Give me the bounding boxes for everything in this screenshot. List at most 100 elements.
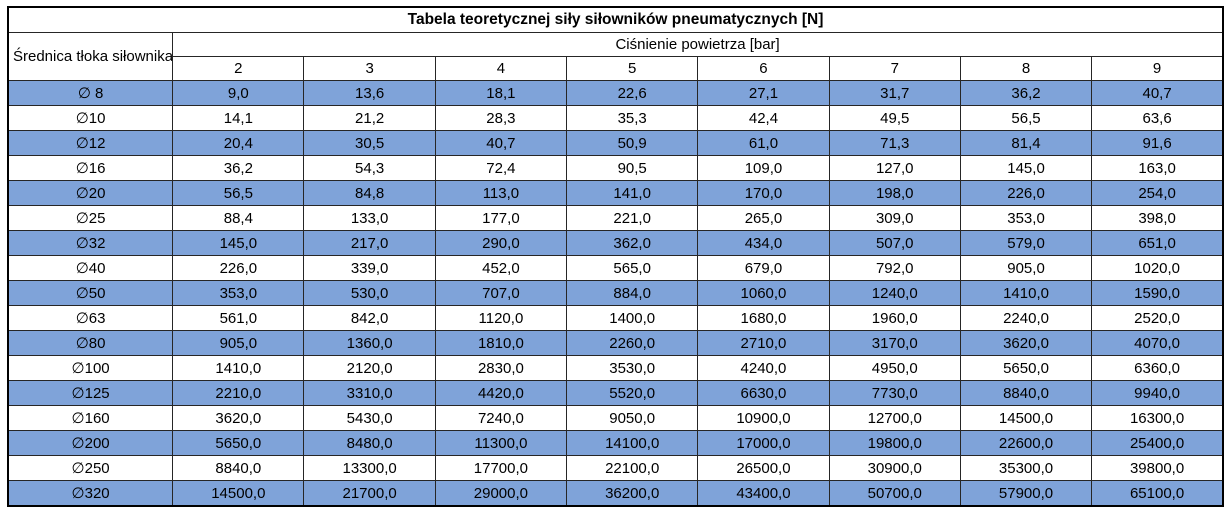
table-row: ∅20 56,5 84,8 113,0 141,0 170,0 198,0 226,0 254,… — [7, 180, 1224, 206]
force-value-cell: 141,0 — [566, 180, 699, 206]
title-row: Tabela teoretycznej siły siłowników pneu… — [7, 6, 1224, 33]
force-value-cell: 452,0 — [434, 255, 568, 281]
force-value-cell: 7730,0 — [828, 380, 961, 406]
force-value-cell: 109,0 — [697, 155, 830, 181]
force-value-cell: 3310,0 — [303, 380, 436, 406]
force-value-cell: 1020,0 — [1091, 255, 1224, 281]
force-value-cell: 56,5 — [959, 105, 1093, 131]
force-value-cell: 3170,0 — [828, 330, 961, 356]
pressure-header-cell: 6 — [697, 56, 830, 81]
force-value-cell: 5520,0 — [566, 380, 699, 406]
table-row: ∅80 905,0 1360,0 1810,0 2260,0 2710,0 3170,0 36… — [7, 330, 1224, 356]
force-value-cell: 679,0 — [697, 255, 830, 281]
force-value-cell: 22600,0 — [959, 430, 1093, 456]
force-value-cell: 61,0 — [697, 130, 830, 156]
force-value-cell: 2710,0 — [697, 330, 830, 356]
force-value-cell: 905,0 — [959, 255, 1093, 281]
force-value-cell: 145,0 — [959, 155, 1093, 181]
force-value-cell: 65100,0 — [1091, 480, 1224, 507]
table-row: ∅50 353,0 530,0 707,0 884,0 1060,0 1240,0 1410,… — [7, 280, 1224, 306]
force-value-cell: 36,2 — [172, 155, 305, 181]
diameter-cell: ∅12 — [7, 130, 174, 156]
table-row: ∅63 561,0 842,0 1120,0 1400,0 1680,0 1960,0 224… — [7, 305, 1224, 331]
force-value-cell: 29000,0 — [434, 480, 568, 507]
table-row: ∅125 2210,0 3310,0 4420,0 5520,0 6630,0 7730,0… — [7, 380, 1224, 406]
force-value-cell: 12700,0 — [828, 405, 961, 431]
force-value-cell: 842,0 — [303, 305, 436, 331]
force-value-cell: 36,2 — [959, 80, 1093, 106]
force-value-cell: 4420,0 — [434, 380, 568, 406]
force-value-cell: 2120,0 — [303, 355, 436, 381]
pressure-header-cell: 2 — [172, 56, 305, 81]
force-value-cell: 50,9 — [566, 130, 699, 156]
force-value-cell: 1410,0 — [172, 355, 305, 381]
pressure-header-cell: 5 — [566, 56, 699, 81]
force-value-cell: 31,7 — [828, 80, 961, 106]
force-value-cell: 1410,0 — [959, 280, 1093, 306]
force-value-cell: 14500,0 — [959, 405, 1093, 431]
diameter-cell: ∅200 — [7, 430, 174, 456]
pressure-header-cell: 4 — [434, 56, 568, 81]
force-value-cell: 398,0 — [1091, 205, 1224, 231]
force-value-cell: 56,5 — [172, 180, 305, 206]
diameter-cell: ∅80 — [7, 330, 174, 356]
force-value-cell: 707,0 — [434, 280, 568, 306]
diameter-cell: ∅16 — [7, 155, 174, 181]
table-row: ∅320 14500,0 21700,0 29000,0 36200,0 43400,0 5… — [7, 480, 1224, 507]
force-value-cell: 16300,0 — [1091, 405, 1224, 431]
force-value-cell: 3530,0 — [566, 355, 699, 381]
force-value-cell: 353,0 — [959, 205, 1093, 231]
force-value-cell: 9940,0 — [1091, 380, 1224, 406]
table-row: ∅100 1410,0 2120,0 2830,0 3530,0 4240,0 4950,0… — [7, 355, 1224, 381]
force-value-cell: 113,0 — [434, 180, 568, 206]
force-value-cell: 17000,0 — [697, 430, 830, 456]
table-row: ∅32 145,0 217,0 290,0 362,0 434,0 507,0 579,0 65… — [7, 230, 1224, 256]
force-value-cell: 11300,0 — [434, 430, 568, 456]
pressure-header-cell: 3 — [303, 56, 436, 81]
force-value-cell: 25400,0 — [1091, 430, 1224, 456]
pressure-header-cell: 7 — [828, 56, 961, 81]
force-value-cell: 170,0 — [697, 180, 830, 206]
diameter-cell: ∅32 — [7, 230, 174, 256]
force-value-cell: 27,1 — [697, 80, 830, 106]
force-value-cell: 14100,0 — [566, 430, 699, 456]
force-value-cell: 54,3 — [303, 155, 436, 181]
force-value-cell: 2260,0 — [566, 330, 699, 356]
force-value-cell: 3620,0 — [959, 330, 1093, 356]
force-value-cell: 221,0 — [566, 205, 699, 231]
force-value-cell: 792,0 — [828, 255, 961, 281]
force-value-cell: 1590,0 — [1091, 280, 1224, 306]
force-value-cell: 2830,0 — [434, 355, 568, 381]
diameter-cell: ∅50 — [7, 280, 174, 306]
force-value-cell: 145,0 — [172, 230, 305, 256]
force-value-cell: 36200,0 — [566, 480, 699, 507]
force-value-cell: 57900,0 — [959, 480, 1093, 507]
force-value-cell: 127,0 — [828, 155, 961, 181]
force-value-cell: 10900,0 — [697, 405, 830, 431]
force-value-cell: 14,1 — [172, 105, 305, 131]
force-value-cell: 265,0 — [697, 205, 830, 231]
pneumatic-force-table: Tabela teoretycznej siły siłowników pneu… — [7, 6, 1224, 507]
force-value-cell: 30,5 — [303, 130, 436, 156]
force-value-cell: 50700,0 — [828, 480, 961, 507]
diameter-cell: ∅ 8 — [7, 80, 174, 106]
force-value-cell: 1680,0 — [697, 305, 830, 331]
force-value-cell: 4070,0 — [1091, 330, 1224, 356]
force-value-cell: 42,4 — [697, 105, 830, 131]
force-value-cell: 5650,0 — [172, 430, 305, 456]
force-value-cell: 254,0 — [1091, 180, 1224, 206]
force-value-cell: 7240,0 — [434, 405, 568, 431]
table-row: ∅16 36,2 54,3 72,4 90,5 109,0 127,0 145,0 163,0 — [7, 155, 1224, 181]
force-value-cell: 9,0 — [172, 80, 305, 106]
table-header: Tabela teoretycznej siły siłowników pneu… — [7, 6, 1224, 81]
force-value-cell: 226,0 — [959, 180, 1093, 206]
force-value-cell: 5430,0 — [303, 405, 436, 431]
force-value-cell: 22100,0 — [566, 455, 699, 481]
force-value-cell: 40,7 — [434, 130, 568, 156]
force-value-cell: 905,0 — [172, 330, 305, 356]
force-value-cell: 21,2 — [303, 105, 436, 131]
force-value-cell: 26500,0 — [697, 455, 830, 481]
pressure-header-cell: 9 — [1091, 56, 1224, 81]
force-value-cell: 13300,0 — [303, 455, 436, 481]
